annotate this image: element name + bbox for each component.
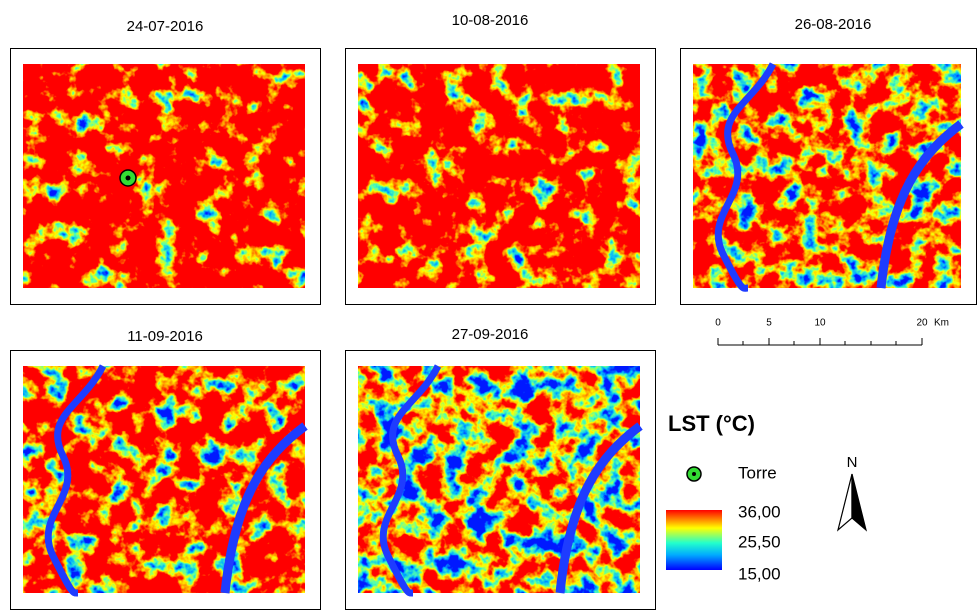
north-arrow: N <box>838 454 866 530</box>
north-label: N <box>847 454 858 471</box>
lst-raster <box>693 64 961 288</box>
map-panel: 10-08-2016 <box>346 12 656 305</box>
lst-raster <box>358 64 640 288</box>
scale-label: 0 <box>715 318 721 329</box>
legend: LST (°C) Torre 36,00 25,50 15,00 <box>666 411 781 584</box>
scale-bar: 0 5 10 20 Km <box>715 318 949 345</box>
scale-label: 5 <box>766 318 772 329</box>
color-ramp <box>666 510 722 570</box>
torre-marker-dot <box>126 176 131 181</box>
panel-date: 24-07-2016 <box>127 18 204 35</box>
map-panel: 24-07-2016 <box>11 18 321 305</box>
legend-title: LST (°C) <box>668 411 755 436</box>
panel-date: 11-09-2016 <box>127 328 203 345</box>
ramp-label: 15,00 <box>738 564 781 583</box>
scale-label: 20 <box>916 318 928 329</box>
map-panels: 24-07-2016 10-08-2016 26-08-2016 11-09-2016… <box>11 12 977 610</box>
map-panel: 26-08-2016 <box>681 16 977 305</box>
map-panel: 27-09-2016 <box>346 326 656 610</box>
ramp-label: 36,00 <box>738 502 781 521</box>
ramp-label: 25,50 <box>738 532 781 551</box>
scale-unit: Km <box>934 318 949 329</box>
scale-label: 10 <box>814 318 826 329</box>
map-panel: 11-09-2016 <box>11 328 321 610</box>
figure: 24-07-2016 10-08-2016 26-08-2016 11-09-2016… <box>0 0 977 610</box>
panel-date: 26-08-2016 <box>795 16 872 33</box>
lst-raster <box>23 64 305 288</box>
panel-date: 27-09-2016 <box>452 326 529 343</box>
legend-point-label: Torre <box>738 463 777 482</box>
torre-symbol-dot <box>692 472 696 476</box>
panel-date: 10-08-2016 <box>452 12 529 29</box>
